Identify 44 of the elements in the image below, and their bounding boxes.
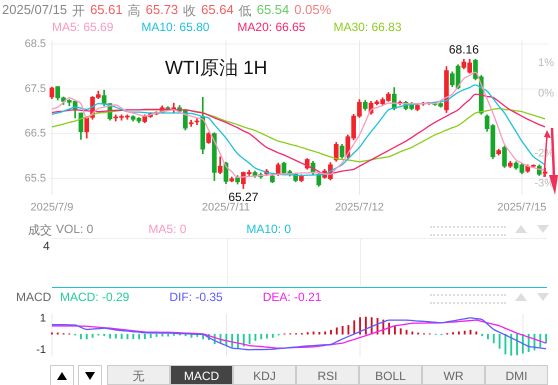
text: MACD [170,365,233,385]
text: 低 [238,2,252,20]
text: 无 [107,365,170,385]
y2-tick-label: 1% [538,57,554,70]
text: BOLL [359,365,422,385]
text: 开 [72,2,86,20]
text: WR [422,365,485,385]
text: 65.61 [90,2,123,19]
text: 65.73 [146,2,178,19]
y-tick-label: 68.5 [24,38,46,50]
text: 65.64 [201,2,234,19]
text: MA20: 66.65 [237,20,306,34]
text: DMI [485,365,548,385]
text: DEA: -0.21 [262,290,322,304]
x-tick-label: 2025/7/15 [497,201,546,214]
annotation: 65.27 [228,190,259,204]
text: MA10: 0 [246,222,292,238]
y-tick-label: 1 [40,312,46,324]
text: MA5: 0 [148,222,186,238]
text: 0.05% [294,2,332,19]
text: 65.54 [256,2,290,19]
x-tick-label: 2025/7/11 [202,201,250,214]
text: VOL: 0 [56,222,94,238]
text: KDJ [233,365,296,385]
y-tick-label: 67.5 [24,82,46,95]
y2-tick-label: 0% [538,87,554,100]
y-tick-label: 66.5 [24,128,46,140]
text: 成交 [28,222,52,239]
y-tick-label: 65.5 [24,172,46,184]
text: 2025/07/15 [2,2,68,19]
text: DIF: -0.35 [169,290,223,304]
y-tick-label: -1 [36,344,46,356]
x-tick-label: 2025/7/9 [30,201,74,214]
text: MA30: 66.83 [333,20,402,34]
text: 收 [183,2,196,20]
x-tick-label: 2025/7/12 [334,201,384,214]
chart-title: MACD [16,290,52,304]
text: 4 [43,239,50,253]
text: 高 [128,2,141,20]
text: MA10: 65.80 [141,20,210,34]
text: RSI [296,365,359,385]
annotation: 68.16 [448,42,480,57]
text: MACD: -0.29 [60,290,130,304]
text: MA5: 65.69 [52,20,114,34]
